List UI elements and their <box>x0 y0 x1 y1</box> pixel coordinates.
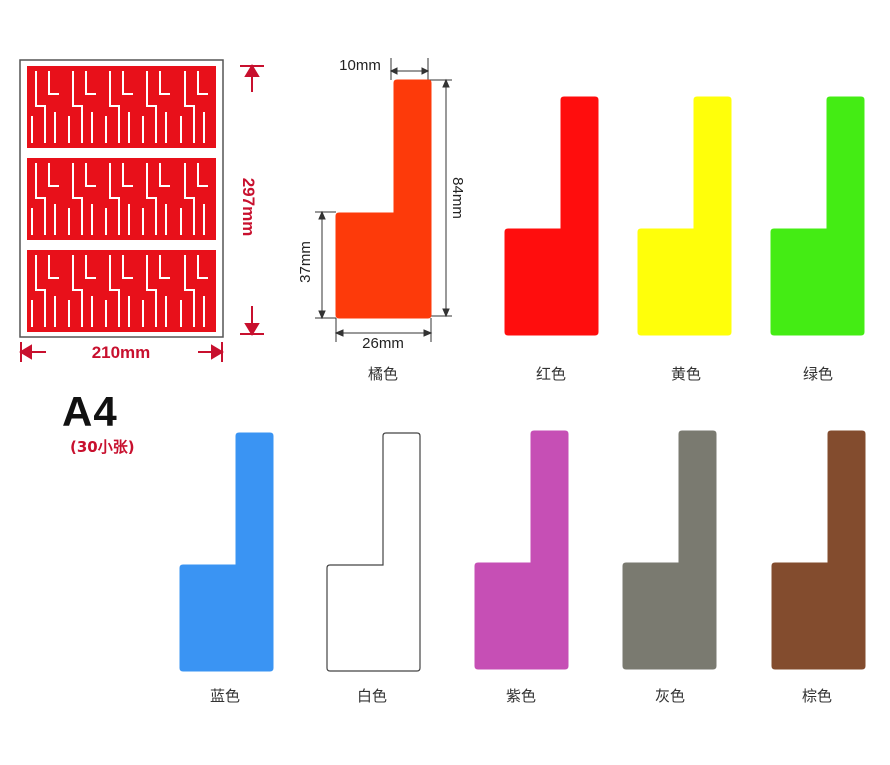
color-label-purple: 紫色 <box>505 687 536 705</box>
color-label-shapes <box>179 79 866 672</box>
total-height-text: 84mm <box>449 177 466 219</box>
label-shape-orange <box>335 79 432 319</box>
color-label-green: 绿色 <box>802 365 833 383</box>
sheet-cut-line <box>68 71 96 143</box>
color-label-yellow: 黄色 <box>670 365 701 383</box>
sheet-width-dimension <box>19 342 224 362</box>
label-shape-purple <box>474 430 569 670</box>
body-height-text: 37mm <box>297 241 314 283</box>
label-shape-red <box>504 96 599 336</box>
sheet-width-text: 210mm <box>92 343 151 362</box>
color-label-gray: 灰色 <box>654 687 685 705</box>
label-shape-gray <box>622 430 717 670</box>
label-shape-white <box>326 432 421 672</box>
label-dimension-lines <box>315 58 452 342</box>
label-shape-yellow <box>637 96 732 336</box>
sheet-cut-line <box>180 71 208 143</box>
body-width-text: 26mm <box>362 335 404 352</box>
a4-format-label: A4 <box>62 388 118 435</box>
sheet-cut-line <box>105 71 133 143</box>
tab-width-text: 10mm <box>339 57 381 74</box>
sheet-cut-line <box>105 255 133 327</box>
sheet-height-text: 297mm <box>239 178 258 237</box>
color-label-brown: 棕色 <box>801 687 832 705</box>
sheet-cut-line <box>31 255 59 327</box>
sheet-cut-line <box>31 71 59 143</box>
sheet-label-grid <box>27 66 216 332</box>
sheet-height-dimension <box>240 64 264 336</box>
sheet-cut-line <box>68 255 96 327</box>
label-shape-green <box>770 96 865 336</box>
a4-sheet <box>19 59 224 338</box>
sheet-cut-line <box>142 163 170 235</box>
sheet-cut-line <box>142 255 170 327</box>
sheet-cut-line <box>31 163 59 235</box>
label-shape-blue <box>179 432 274 672</box>
color-label-red: 红色 <box>535 365 566 383</box>
sheet-cut-line <box>180 163 208 235</box>
sheet-cut-line <box>68 163 96 235</box>
sheet-cut-line <box>180 255 208 327</box>
color-label-orange: 橘色 <box>367 365 398 383</box>
color-label-white: 白色 <box>356 687 387 705</box>
color-label-blue: 蓝色 <box>209 687 240 705</box>
sheet-cut-line <box>105 163 133 235</box>
label-shape-brown <box>771 430 866 670</box>
sheet-cut-line <box>142 71 170 143</box>
sheet-count-label: (30小张) <box>70 438 135 456</box>
